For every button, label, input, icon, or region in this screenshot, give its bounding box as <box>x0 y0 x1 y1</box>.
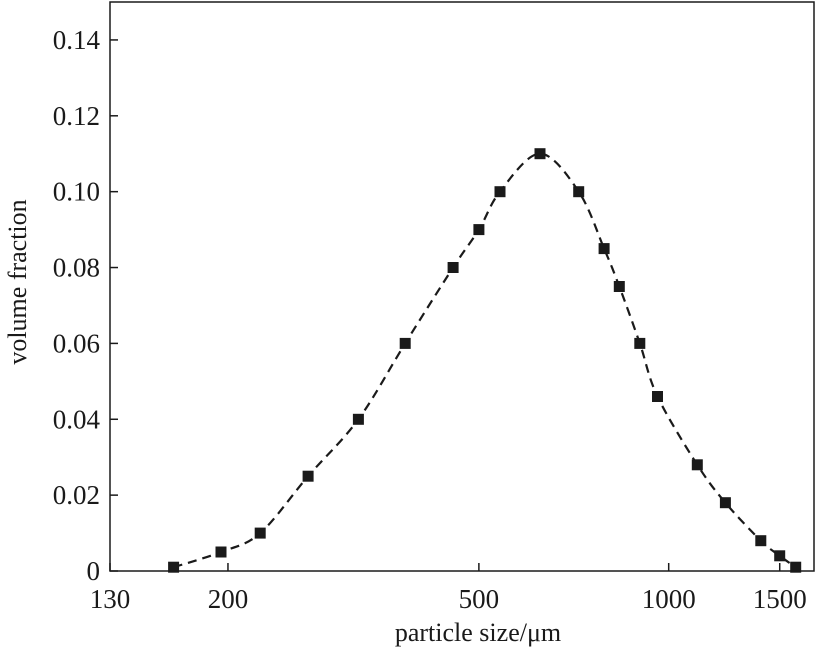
data-point <box>719 497 731 509</box>
plot-area-frame <box>109 1 815 572</box>
data-point <box>447 262 459 273</box>
y-tick-label: 0.08 <box>53 253 100 283</box>
y-tick-label: 0.04 <box>53 404 101 434</box>
data-point <box>254 527 266 539</box>
x-axis: 130 200 500 1000 1500 <box>90 563 807 614</box>
x-tick-label: 500 <box>459 584 500 614</box>
data-point <box>302 470 314 482</box>
data-point <box>352 413 364 425</box>
y-tick-label: 0.06 <box>53 328 100 358</box>
data-point <box>573 186 585 198</box>
y-tick-label: 0.12 <box>53 101 100 131</box>
data-point <box>534 148 546 160</box>
data-point <box>774 550 786 562</box>
data-point <box>399 337 411 349</box>
y-axis-title: volume fraction <box>3 199 32 364</box>
data-point <box>494 186 506 198</box>
x-tick-label: 1500 <box>753 584 807 614</box>
data-point <box>215 546 227 558</box>
y-tick-label: 0.10 <box>53 177 100 207</box>
x-tick-label: 1000 <box>642 584 696 614</box>
data-point <box>652 391 663 402</box>
y-axis: 0 0.02 0.04 0.06 0.08 0.10 0.12 0.14 <box>53 25 118 586</box>
data-point <box>168 561 180 573</box>
y-tick-label: 0.14 <box>53 25 101 55</box>
x-tick-label: 200 <box>208 584 249 614</box>
x-axis-title: particle size/μm <box>395 618 561 647</box>
series-line <box>173 152 797 569</box>
data-point <box>790 561 802 573</box>
data-markers <box>168 148 802 573</box>
x-tick-label: 130 <box>90 584 131 614</box>
data-point <box>755 535 767 547</box>
data-point <box>634 337 646 349</box>
y-tick-label: 0.02 <box>53 480 100 510</box>
data-point <box>598 243 610 255</box>
y-tick-label: 0 <box>87 556 101 586</box>
data-point <box>473 224 485 236</box>
data-point <box>691 459 703 471</box>
data-point <box>613 281 625 292</box>
